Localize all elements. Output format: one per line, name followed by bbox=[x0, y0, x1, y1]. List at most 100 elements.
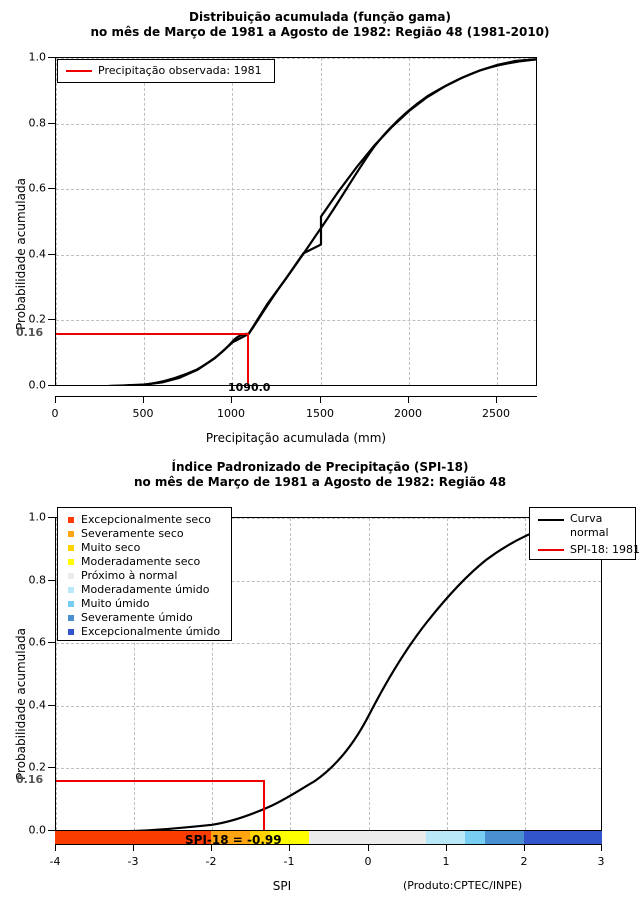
gridline-y-0.2 bbox=[56, 320, 536, 321]
colorbar-seg-severamente-umido bbox=[485, 831, 524, 844]
bottom-ytick-label-0.0: 0.0 bbox=[28, 823, 47, 837]
bottom-chart-title-line1: Índice Padronizado de Precipitação (SPI-… bbox=[171, 460, 469, 474]
top-xtick-1500 bbox=[320, 396, 321, 403]
top-marker-horizontal bbox=[56, 333, 249, 335]
gridline-y-0.6-b bbox=[56, 643, 601, 644]
bottom-xaxis-title: SPI bbox=[272, 879, 292, 893]
top-xaxis-title: Precipitação acumulada (mm) bbox=[205, 431, 387, 445]
bottom-marker-vertical bbox=[263, 780, 265, 830]
bottom-xtick-1 bbox=[446, 844, 447, 851]
spi-category-colorbar bbox=[55, 831, 602, 844]
gridline-x-500 bbox=[144, 58, 145, 385]
top-ytick-label-1.0: 1.0 bbox=[28, 50, 47, 64]
colorbar-seg-excepcionalmente-umido bbox=[524, 831, 602, 844]
legend-item-proximo-a-normal: Próximo à normal bbox=[58, 569, 231, 583]
bottom-ytick-0.2 bbox=[48, 767, 55, 768]
top-yaxis-title: Probabilidade acumulada bbox=[14, 178, 28, 330]
spi-value-badge: SPI-18 = -0.99 bbox=[185, 833, 282, 847]
legend-curva-label-1: Curva bbox=[570, 512, 603, 525]
bottom-xtick-label-3: 3 bbox=[597, 855, 605, 868]
bottom-ytick-0.6 bbox=[48, 642, 55, 643]
legend-item-observed: Precipitação observada: 1981 bbox=[58, 60, 274, 82]
bottom-xtick-label--4: -4 bbox=[49, 855, 61, 868]
top-ytick-1.0 bbox=[48, 57, 55, 58]
red-line-icon-2 bbox=[538, 549, 564, 551]
top-chart-legend: Precipitação observada: 1981 bbox=[57, 59, 275, 83]
colorbar-seg-proximo-a-normal bbox=[309, 831, 426, 844]
legend-label-0: Excepcionalmente seco bbox=[81, 513, 211, 526]
square-icon-moderadamente-seco bbox=[68, 559, 74, 565]
bottom-xtick--1 bbox=[289, 844, 290, 851]
legend-item-excepcionalmente-umido: Excepcionalmente úmido bbox=[58, 625, 231, 639]
legend-item-muito-seco: Muito seco bbox=[58, 541, 231, 555]
gamma-cdf-chart-panel: Distribuição acumulada (função gama) no … bbox=[14, 10, 550, 445]
legend-item-muito-umido: Muito úmido bbox=[58, 597, 231, 611]
legend-item-severamente-seco: Severamente seco bbox=[58, 527, 231, 541]
gamma-cdf-curve-smooth bbox=[104, 58, 536, 385]
bottom-ytick-label-0.4: 0.4 bbox=[28, 698, 47, 712]
colorbar-seg-severamente-seco bbox=[211, 831, 250, 844]
legend-label-6: Muito úmido bbox=[81, 597, 150, 610]
bottom-xtick-2 bbox=[524, 844, 525, 851]
legend-label-5: Moderadamente úmido bbox=[81, 583, 210, 596]
top-chart-title-line2: no mês de Março de 1981 a Agosto de 1982… bbox=[90, 25, 550, 39]
colorbar-seg-excepcionalmente-seco bbox=[55, 831, 211, 844]
gridline-x-2 bbox=[525, 518, 526, 830]
top-xtick-label-0: 0 bbox=[51, 407, 59, 420]
bottom-xtick-label-1: 1 bbox=[442, 855, 450, 868]
top-xtick-2000 bbox=[408, 396, 409, 403]
bottom-xtick-label--1: -1 bbox=[283, 855, 295, 868]
legend-label-8: Excepcionalmente úmido bbox=[81, 625, 221, 638]
top-ytick-label-0.8: 0.8 bbox=[28, 116, 47, 130]
bottom-xtick-label-0: 0 bbox=[364, 855, 372, 868]
bottom-chart-title-line2: no mês de Março de 1981 a Agosto de 1982… bbox=[133, 475, 507, 489]
bottom-xtick--3 bbox=[133, 844, 134, 851]
gridline-x--1 bbox=[290, 518, 291, 830]
gridline-x-2000 bbox=[409, 58, 410, 385]
spi-curve-legend: Curva normal SPI-18: 1981 bbox=[529, 507, 640, 560]
top-ytick-label-0.0: 0.0 bbox=[28, 378, 47, 392]
gridline-x-0 bbox=[56, 58, 57, 385]
gridline-y-0.2-b bbox=[56, 768, 601, 769]
legend-item-excepcionalmente-seco: Excepcionalmente seco bbox=[58, 513, 231, 527]
gamma-cdf-curve bbox=[103, 58, 536, 385]
bottom-ytick-0.0 bbox=[48, 830, 55, 831]
bottom-ytick-0.8 bbox=[48, 580, 55, 581]
square-icon-excepcionalmente-umido bbox=[68, 629, 74, 635]
legend-label-7: Severamente úmido bbox=[81, 611, 193, 624]
colorbar-seg-muito-umido bbox=[465, 831, 485, 844]
bottom-ytick-label-1.0: 1.0 bbox=[28, 510, 47, 524]
legend-spi-label: SPI-18: 1981 bbox=[570, 543, 640, 556]
top-xtick-label-2000: 2000 bbox=[394, 407, 422, 420]
top-ytick-0.6 bbox=[48, 188, 55, 189]
legend-item-observed-label: Precipitação observada: 1981 bbox=[98, 64, 262, 77]
top-ytick-label-0.4: 0.4 bbox=[28, 247, 47, 261]
square-icon-severamente-seco bbox=[68, 531, 74, 537]
bottom-ytick-label-0.2: 0.2 bbox=[28, 760, 47, 774]
bottom-xtick--2 bbox=[211, 844, 212, 851]
top-marker-x-label: 1090.0 bbox=[228, 381, 271, 394]
top-ytick-label-0.6: 0.6 bbox=[28, 181, 47, 195]
top-ytick-0.0 bbox=[48, 385, 55, 386]
top-xtick-0 bbox=[55, 396, 56, 403]
top-xaxis-line bbox=[55, 396, 537, 397]
square-icon-muito-seco bbox=[68, 545, 74, 551]
square-icon-proximo-a-normal bbox=[68, 573, 74, 579]
legend-item-severamente-umido: Severamente úmido bbox=[58, 611, 231, 625]
gridline-x-1500 bbox=[321, 58, 322, 385]
square-icon-moderadamente-umido bbox=[68, 587, 74, 593]
red-line-icon bbox=[66, 70, 92, 72]
top-marker-y-label: 0.16 bbox=[16, 326, 44, 339]
top-xtick-label-500: 500 bbox=[132, 407, 154, 420]
bottom-ytick-label-0.8: 0.8 bbox=[28, 573, 47, 587]
gridline-x-2500 bbox=[497, 58, 498, 385]
top-plot-area bbox=[55, 57, 537, 386]
bottom-ytick-1.0 bbox=[48, 517, 55, 518]
colorbar-seg-moderadamente-seco bbox=[270, 831, 309, 844]
black-line-icon bbox=[538, 519, 564, 521]
legend-label-4: Próximo à normal bbox=[81, 569, 178, 582]
gridline-y-0.8 bbox=[56, 124, 536, 125]
square-icon-muito-umido bbox=[68, 601, 74, 607]
legend-label-2: Muito seco bbox=[81, 541, 141, 554]
bottom-xtick-label--2: -2 bbox=[205, 855, 217, 868]
